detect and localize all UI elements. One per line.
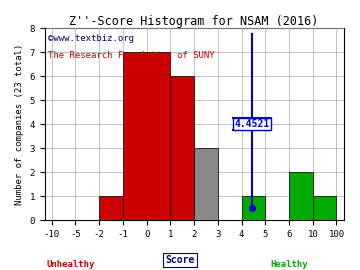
- Text: Healthy: Healthy: [270, 260, 308, 269]
- Bar: [242, 196, 265, 220]
- Text: Score: Score: [165, 255, 195, 265]
- Bar: [170, 76, 194, 220]
- Text: 4.4521: 4.4521: [235, 119, 270, 129]
- Y-axis label: Number of companies (23 total): Number of companies (23 total): [15, 43, 24, 205]
- Bar: [289, 172, 313, 220]
- Bar: [194, 148, 218, 220]
- Text: The Research Foundation of SUNY: The Research Foundation of SUNY: [48, 51, 214, 60]
- Bar: [99, 196, 123, 220]
- Text: ©www.textbiz.org: ©www.textbiz.org: [48, 34, 134, 43]
- Bar: [313, 196, 337, 220]
- Title: Z''-Score Histogram for NSAM (2016): Z''-Score Histogram for NSAM (2016): [69, 15, 319, 28]
- Bar: [123, 52, 170, 220]
- Text: Unhealthy: Unhealthy: [47, 260, 95, 269]
